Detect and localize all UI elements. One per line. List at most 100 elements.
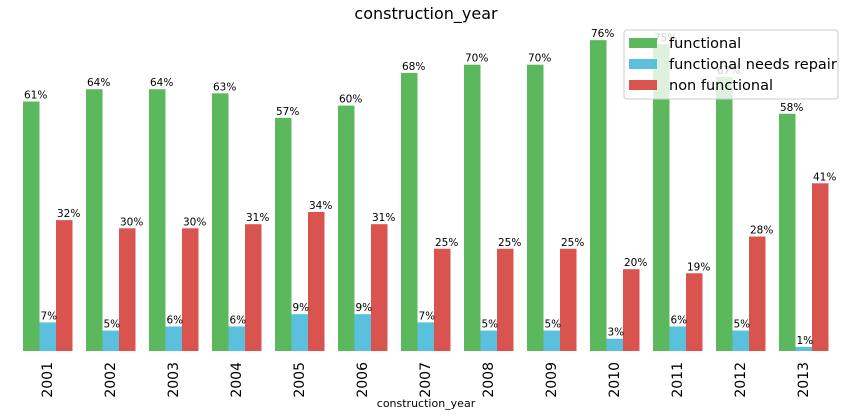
data-label-functional-needs-repair-2008: 5%: [482, 319, 499, 331]
bar-functional-needs-repair-2012: [732, 330, 749, 351]
x-tick-label-2001: 2001: [40, 362, 56, 398]
bar-non-functional-2005: [308, 211, 325, 351]
data-label-functional-needs-repair-2003: 6%: [167, 314, 184, 326]
bar-functional-2004: [212, 93, 229, 351]
bar-non-functional-2002: [119, 228, 136, 351]
x-tick-label-2003: 2003: [166, 362, 182, 398]
bar-functional-needs-repair-2002: [102, 330, 119, 351]
x-tick-label-2006: 2006: [355, 362, 371, 398]
x-tick-label-2005: 2005: [292, 362, 308, 398]
bar-functional-2006: [338, 105, 355, 351]
legend-box: [623, 29, 839, 100]
bar-functional-2009: [527, 64, 544, 351]
bar-non-functional-2013: [812, 183, 829, 351]
x-tick-label-2009: 2009: [544, 362, 560, 398]
bars-layer: [23, 40, 829, 352]
bar-functional-needs-repair-2011: [669, 326, 686, 351]
bar-non-functional-2004: [245, 224, 262, 351]
bar-functional-2010: [590, 40, 607, 351]
bar-functional-2007: [401, 72, 418, 351]
x-tick-label-2002: 2002: [103, 362, 119, 398]
x-tick-labels: 2001 2002 2003 2004 2005 2006 2007 2008 2009 2010…: [40, 362, 812, 398]
data-label-functional-needs-repair-2002: 5%: [104, 319, 121, 331]
data-label-non-functional-2001: 32%: [57, 208, 80, 220]
bar-non-functional-2001: [56, 220, 73, 351]
bar-non-functional-2003: [182, 228, 199, 351]
bar-functional-2013: [779, 113, 796, 351]
bar-functional-2008: [464, 64, 481, 351]
data-label-functional-needs-repair-2006: 9%: [356, 302, 373, 314]
data-label-non-functional-2002: 30%: [120, 216, 143, 228]
data-label-non-functional-2007: 25%: [435, 237, 458, 249]
data-label-functional-needs-repair-2012: 5%: [734, 319, 751, 331]
x-tick-label-2010: 2010: [607, 362, 623, 398]
data-label-functional-needs-repair-2009: 5%: [545, 319, 562, 331]
bar-functional-needs-repair-2003: [165, 326, 182, 351]
bar-functional-2003: [149, 89, 166, 352]
data-label-non-functional-2006: 31%: [372, 212, 395, 224]
bar-non-functional-2006: [371, 224, 388, 351]
bar-functional-2011: [653, 44, 670, 351]
data-label-functional-2002: 64%: [87, 77, 110, 89]
data-label-functional-needs-repair-2011: 6%: [671, 314, 688, 326]
data-label-functional-needs-repair-2007: 7%: [419, 310, 436, 322]
bar-functional-needs-repair-2007: [417, 322, 434, 351]
bar-non-functional-2008: [497, 248, 514, 351]
data-label-functional-2010: 76%: [591, 28, 614, 40]
data-label-functional-2007: 68%: [402, 61, 425, 73]
bar-functional-2001: [23, 101, 40, 351]
data-label-functional-2009: 70%: [528, 53, 551, 65]
legend: functional functional needs repair non fun…: [623, 29, 839, 100]
data-label-non-functional-2005: 34%: [309, 200, 332, 212]
bar-non-functional-2011: [686, 273, 703, 351]
bar-functional-needs-repair-2001: [39, 322, 56, 351]
bar-functional-needs-repair-2005: [291, 314, 308, 351]
legend-swatch-functional-needs-repair: [629, 59, 657, 69]
bar-functional-needs-repair-2006: [354, 314, 371, 351]
data-label-non-functional-2013: 41%: [813, 171, 836, 183]
data-label-non-functional-2012: 28%: [750, 224, 773, 236]
bar-functional-needs-repair-2008: [480, 330, 497, 351]
data-label-functional-2003: 64%: [150, 77, 173, 89]
data-label-non-functional-2011: 19%: [687, 261, 710, 273]
bar-non-functional-2010: [623, 269, 640, 351]
data-label-non-functional-2009: 25%: [561, 237, 584, 249]
x-tick-label-2011: 2011: [670, 362, 686, 398]
data-label-functional-2008: 70%: [465, 53, 488, 65]
data-label-non-functional-2004: 31%: [246, 212, 269, 224]
x-axis-label: construction_year: [377, 397, 476, 410]
data-label-functional-needs-repair-2010: 3%: [608, 327, 625, 339]
x-tick-label-2008: 2008: [481, 362, 497, 398]
data-label-non-functional-2010: 20%: [624, 257, 647, 269]
data-label-non-functional-2008: 25%: [498, 237, 521, 249]
data-label-functional-needs-repair-2013: 1%: [797, 335, 814, 347]
legend-swatch-functional: [629, 38, 657, 48]
data-label-non-functional-2003: 30%: [183, 216, 206, 228]
data-label-functional-2001: 61%: [24, 90, 47, 102]
x-tick-label-2007: 2007: [418, 362, 434, 398]
x-tick-label-2012: 2012: [733, 362, 749, 398]
bar-non-functional-2009: [560, 248, 577, 351]
data-label-functional-2005: 57%: [276, 106, 299, 118]
data-label-functional-needs-repair-2005: 9%: [293, 302, 310, 314]
data-labels-layer: 61% 7% 32% 64% 5% 30% 64% 6% 30% 63% 6% 31% 57% 9% 34%…: [24, 28, 836, 347]
bar-functional-needs-repair-2010: [606, 338, 623, 351]
data-label-functional-2013: 58%: [780, 102, 803, 114]
data-label-functional-needs-repair-2001: 7%: [41, 310, 58, 322]
legend-label-functional-needs-repair: functional needs repair: [669, 57, 837, 73]
data-label-functional-needs-repair-2004: 6%: [230, 314, 247, 326]
legend-label-non-functional: non functional: [669, 78, 773, 94]
data-label-functional-2004: 63%: [213, 81, 236, 93]
bar-non-functional-2007: [434, 248, 451, 351]
x-tick-label-2004: 2004: [229, 362, 245, 398]
data-label-functional-2006: 60%: [339, 94, 362, 106]
bar-functional-2012: [716, 76, 733, 351]
legend-label-functional: functional: [669, 36, 741, 52]
bar-functional-needs-repair-2013: [795, 346, 812, 351]
bar-functional-2002: [86, 89, 103, 352]
x-tick-label-2013: 2013: [796, 362, 812, 398]
bar-functional-needs-repair-2004: [228, 326, 245, 351]
bar-functional-needs-repair-2009: [543, 330, 560, 351]
bar-non-functional-2012: [749, 236, 766, 351]
